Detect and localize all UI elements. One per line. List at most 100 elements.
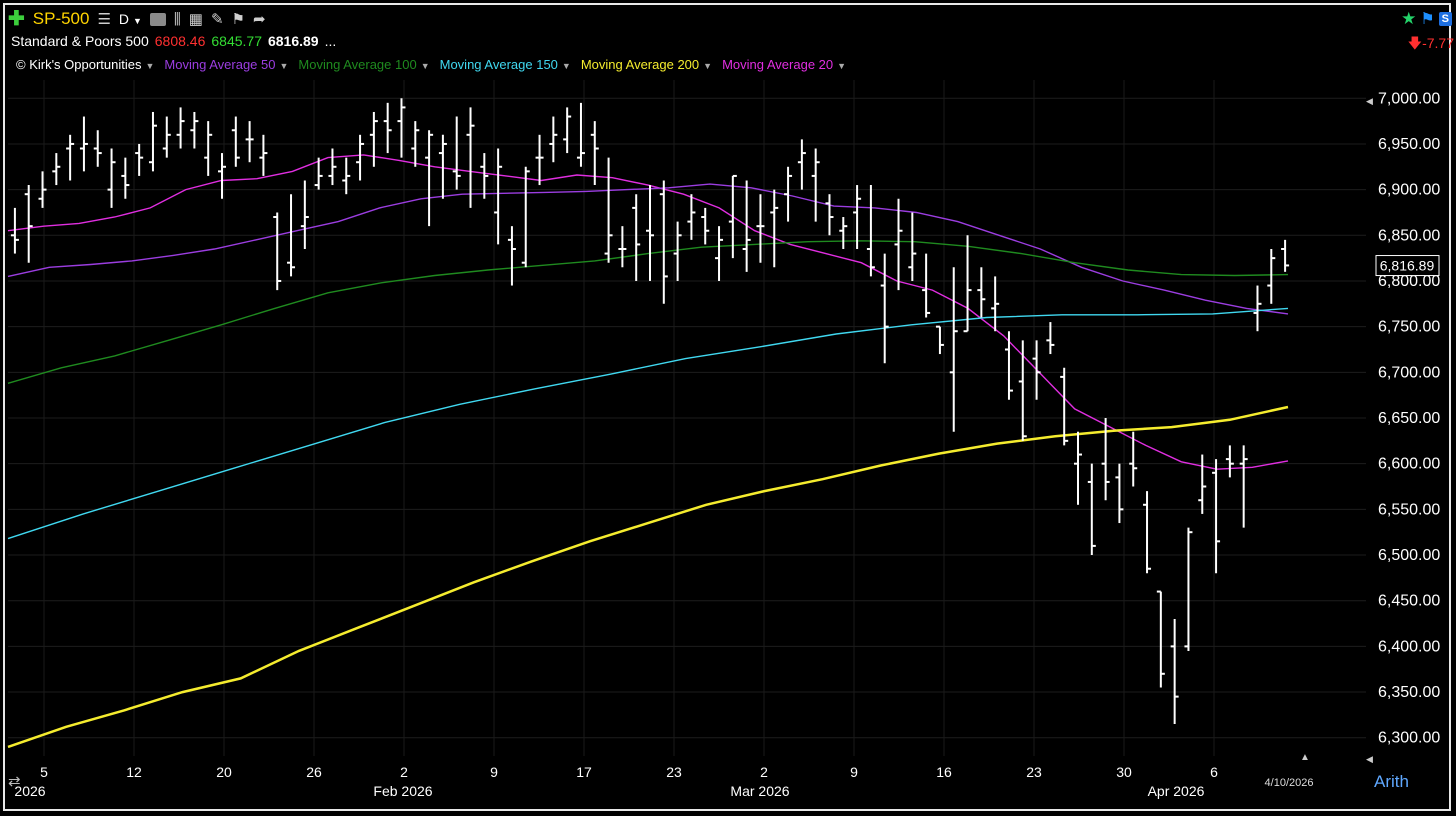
high-value: 6845.77 (211, 33, 262, 49)
list-icon[interactable]: ☰ (97, 11, 111, 28)
x-tick-label: 30 (1116, 764, 1132, 780)
chevron-down-icon[interactable]: ▼ (279, 61, 289, 71)
ohlc-bar (1129, 431, 1138, 487)
legend-item-0[interactable]: © Kirk's Opportunities ▼ (16, 57, 154, 72)
legend-label: Moving Average 200 (580, 57, 700, 72)
chart-type-icon[interactable] (149, 12, 166, 26)
plus-icon[interactable]: ✚ (8, 8, 25, 30)
y-tick-label: 6,400.00 (1378, 638, 1440, 655)
s-badge-icon[interactable]: S (1438, 12, 1452, 26)
ohlc-bar (715, 226, 724, 281)
chevron-down-icon[interactable]: ▼ (145, 61, 155, 71)
ohlc-bar (369, 111, 378, 167)
ohlc-bar (1087, 463, 1096, 556)
ohlc-bar (383, 102, 392, 154)
ohlc-bar (811, 148, 820, 222)
legend-item-2[interactable]: Moving Average 100 ▼ (298, 57, 429, 72)
y-tick-label: 6,900.00 (1378, 182, 1440, 199)
ohlc-bar (245, 121, 254, 163)
last-date-label: 4/10/2026 (1265, 777, 1314, 789)
x-tick-label: 2 (400, 764, 408, 780)
y-tick-label: 6,950.00 (1378, 136, 1440, 153)
x-month-label: 2026 (14, 783, 45, 799)
period-selector[interactable]: D ▼ (118, 11, 142, 27)
flag-icon[interactable]: ⚑ (1420, 11, 1435, 28)
symbol-field[interactable]: SP-500 (32, 9, 90, 28)
ohlc-bar (121, 157, 130, 199)
x-tick-label: 9 (490, 764, 498, 780)
legend-item-3[interactable]: Moving Average 150 ▼ (440, 57, 571, 72)
ohlc-bar (314, 157, 323, 190)
ohlc-bar (342, 157, 351, 195)
star-icon[interactable]: ★ (1401, 9, 1417, 28)
last-value: 6816.89 (267, 33, 319, 49)
down-arrow-icon: 🡇 (1407, 35, 1423, 51)
x-tick-label: 23 (1026, 764, 1042, 780)
ohlc-bar (770, 189, 779, 268)
ohlc-bar (1004, 331, 1013, 400)
legend-item-5[interactable]: Moving Average 20 ▼ (722, 57, 846, 72)
y-tick-label: 6,700.00 (1378, 364, 1440, 381)
scale-mode-button[interactable]: Arith (1374, 772, 1409, 791)
y-tick-label: 6,450.00 (1378, 593, 1440, 610)
ohlc-bar (784, 166, 793, 222)
ohlc-bar (1060, 367, 1069, 446)
ohlc-bar (66, 134, 75, 181)
y-tick-label: 6,550.00 (1378, 501, 1440, 518)
calculator-icon[interactable]: ▦ (188, 11, 203, 28)
ohlc-bar (1170, 618, 1179, 725)
ohlc-bar (93, 130, 102, 167)
ohlc-bar (204, 121, 213, 176)
legend-item-1[interactable]: Moving Average 50 ▼ (164, 57, 288, 72)
y-tick-label: 7,000.00 (1378, 90, 1440, 107)
x-month-label: Mar 2026 (730, 783, 789, 799)
right-toolbar: ★ ⚑ S (1401, 9, 1452, 29)
ohlc-bar (1046, 322, 1055, 355)
ohlc-bar (1225, 445, 1234, 478)
scroll-up-icon: ◀ (1366, 96, 1373, 106)
chevron-down-icon[interactable]: ▼ (420, 61, 430, 71)
ohlc-bar (218, 153, 226, 199)
ohlc-bar (949, 267, 958, 432)
ohlc-bar (935, 325, 944, 355)
legend-label: Moving Average 20 (722, 57, 834, 72)
ohlc-bar (1184, 527, 1193, 651)
ohlc-bar (894, 198, 903, 291)
ohlc-bar (300, 180, 309, 249)
ohlc-bar (991, 276, 1000, 332)
x-tick-label: 12 (126, 764, 142, 780)
chevron-down-icon[interactable]: ▼ (561, 61, 571, 71)
ohlc-bar (148, 111, 157, 172)
ohlc-bar (728, 174, 737, 259)
ohlc-bar (922, 253, 931, 318)
cycle-arrows-icon: ⇄ (8, 773, 21, 790)
ohlc-bar (1281, 239, 1290, 272)
chevron-down-icon[interactable]: ▼ (703, 61, 713, 71)
ohlc-bar (494, 148, 503, 245)
ohlc-bar (287, 194, 296, 277)
chevron-down-icon[interactable]: ▼ (837, 61, 847, 71)
share-arrow-icon[interactable]: ➦ (252, 11, 266, 28)
ohlc-bar (618, 226, 627, 268)
ohlc-bar (659, 180, 668, 304)
ohlc-bar (963, 235, 972, 333)
series-line-ma-50 (7, 183, 1289, 315)
legend-item-4[interactable]: Moving Average 200 ▼ (581, 57, 712, 72)
ohlc-bar (1212, 459, 1221, 574)
legend-label: © Kirk's Opportunities (16, 57, 142, 72)
more-values: ... (324, 33, 337, 49)
y-tick-label: 6,350.00 (1378, 684, 1440, 701)
x-tick-label: 2 (760, 764, 768, 780)
ohlc-bar (1032, 340, 1041, 400)
ohlc-bar (1156, 590, 1165, 688)
bar-style-icon[interactable]: ⫼ (173, 10, 181, 28)
ohlc-bar (231, 116, 240, 167)
ohlc-bar (190, 111, 199, 149)
indicator-legend: © Kirk's Opportunities ▼ Moving Average 50… (16, 57, 846, 72)
last-value-label: 6,816.89 (1380, 258, 1435, 274)
x-tick-label: 20 (216, 764, 232, 780)
ohlc-bar (259, 134, 268, 176)
flags-icon[interactable]: ⚑ (231, 11, 245, 28)
pencil-icon[interactable]: ✎ (210, 11, 224, 28)
